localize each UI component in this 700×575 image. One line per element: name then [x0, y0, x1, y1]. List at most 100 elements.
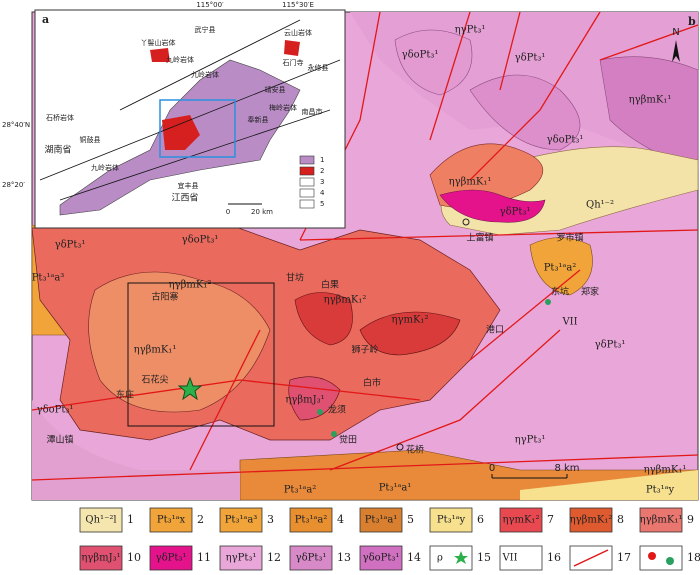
map-label: 石花尖 — [141, 374, 168, 386]
legend-swatch — [429, 507, 473, 533]
scale-bar — [491, 474, 568, 479]
legend-number: 18 — [687, 551, 700, 564]
map-label: ηγβmK₁² — [169, 280, 212, 291]
legend-star-symbol — [454, 551, 468, 564]
granodiorite-area — [439, 189, 546, 223]
granite-area — [359, 311, 461, 356]
inset-place-label: 九岭岩体 — [166, 55, 194, 64]
map-label: 港口 — [486, 324, 504, 336]
deposit-star — [177, 376, 203, 401]
map-label: ηγβmJ₃¹ — [285, 395, 324, 406]
granite-area — [294, 292, 353, 346]
inset-legend-swatch — [299, 166, 315, 176]
site-dot — [331, 431, 337, 437]
legend-swatch — [289, 545, 333, 571]
town-dot — [462, 218, 470, 226]
legend-number: 7 — [547, 513, 554, 526]
legend-number: 6 — [477, 513, 484, 526]
panel-label: a — [42, 13, 49, 26]
inset-legend-swatch — [299, 199, 315, 209]
map-label: ηγβmK₁¹ — [449, 177, 492, 188]
inset-legend-swatch — [299, 155, 315, 165]
inset-box — [159, 99, 236, 158]
legend-fault-symbol — [573, 549, 609, 567]
map-label: Pt₃¹ᵃa² — [544, 263, 577, 274]
scale-label: 8 km — [554, 463, 579, 474]
legend-swatch — [499, 545, 543, 571]
map-label: VII — [561, 317, 577, 328]
legend-label: Qh¹⁻²l — [85, 515, 116, 526]
legend-number: 16 — [547, 551, 561, 564]
map-label: 白市 — [363, 377, 381, 389]
coordinate-label: 115°00′ — [196, 1, 224, 9]
map-label: ηγβmK₁¹ — [644, 465, 687, 476]
inset-legend-label: 3 — [320, 178, 324, 186]
map-label: 潭山镇 — [46, 434, 73, 446]
map-label: γδoPt₃¹ — [547, 135, 584, 146]
legend-dot-symbol — [648, 552, 656, 560]
map-label: 古阳寨 — [151, 291, 178, 303]
inset-place-label: 丫髻山岩体 — [141, 38, 176, 47]
unit-area — [394, 29, 473, 96]
site-dot — [317, 409, 323, 415]
map-label: 东庄 — [116, 389, 134, 401]
legend-swatch — [569, 507, 613, 533]
inset-unit — [284, 40, 300, 56]
scale-label: 0 — [226, 208, 230, 216]
legend-label: ηγβmK₁² — [570, 515, 613, 526]
legend-swatch — [639, 545, 683, 571]
legend-label: ηγPt₃¹ — [226, 553, 257, 564]
legend-label: ηγmK₁² — [503, 515, 540, 526]
legend-number: 17 — [617, 551, 631, 564]
scale-label: 20 km — [251, 208, 273, 216]
legend-label: ηγβmJ₃¹ — [81, 553, 120, 564]
legend-number: 3 — [267, 513, 274, 526]
legend-number: 9 — [687, 513, 694, 526]
legend-number: 1 — [127, 513, 134, 526]
inset-lines — [39, 19, 341, 201]
map-label: γδPt₃¹ — [500, 207, 531, 218]
legend-number: 10 — [127, 551, 141, 564]
legend-swatch — [359, 545, 403, 571]
site-dot — [545, 299, 551, 305]
map-label: γδPt₃¹ — [595, 340, 626, 351]
legend-label: Pt₃¹ᵃy — [437, 515, 466, 526]
inset-legend-label: 1 — [320, 156, 324, 164]
legend-label: γδPt₃¹ — [156, 553, 187, 564]
north-arrow — [672, 40, 680, 62]
legend-number: 4 — [337, 513, 344, 526]
inset-legend-label: 2 — [320, 167, 324, 175]
legend-swatch — [219, 507, 263, 533]
legend: Qh¹⁻²l 1 Pt₃¹ᵃx 2 Pt₃¹ᵃa³ 3 Pt₃¹ᵃa² 4 Pt₃¹ᵃa¹ 5 Pt… — [79, 507, 700, 571]
map-label: γδoPt₃¹ — [182, 235, 219, 246]
legend-label: Pt₃¹ᵃa² — [295, 515, 328, 526]
legend-label: VII — [501, 553, 517, 564]
legend-number: 11 — [197, 551, 211, 564]
town-dot — [396, 443, 404, 451]
scale-label: 0 — [489, 463, 495, 474]
inset-place-label: 铜鼓县 — [80, 135, 101, 144]
inset-legend-label: 4 — [320, 189, 325, 197]
inset-place-label: 奉新县 — [248, 115, 269, 124]
legend-dot-symbol — [666, 557, 674, 565]
coordinate-label: 28°40′N — [2, 121, 30, 129]
legend-label: γδoPt₃¹ — [363, 553, 400, 564]
inset-legend-label: 5 — [320, 200, 324, 208]
inset-place-label: 靖安县 — [265, 85, 286, 94]
legend-label: ρ — [437, 553, 443, 564]
legend-label: Pt₃¹ᵃa¹ — [365, 515, 398, 526]
legend-label: γδPt₃¹ — [296, 553, 327, 564]
legend-number: 13 — [337, 551, 351, 564]
unit-area — [469, 74, 581, 151]
map-label: ηγPt₃¹ — [455, 25, 486, 36]
inset-place-label: 云山岩体 — [284, 28, 312, 37]
legend-number: 8 — [617, 513, 624, 526]
map-label: ηγPt₃¹ — [515, 435, 546, 446]
legend-swatch — [219, 545, 263, 571]
legend-swatch — [149, 507, 193, 533]
legend-number: 2 — [197, 513, 204, 526]
map-label: 花桥 — [406, 444, 424, 456]
map-label: γδPt₃¹ — [55, 240, 86, 251]
